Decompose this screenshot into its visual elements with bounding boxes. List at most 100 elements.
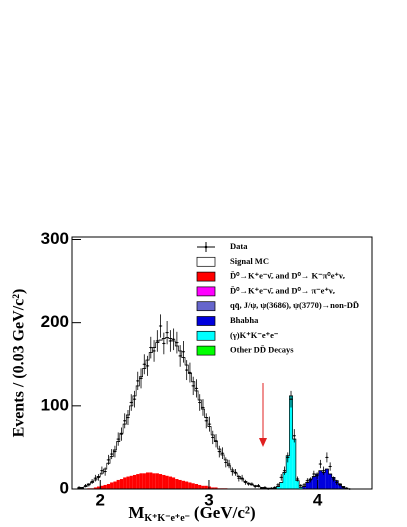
signal-bar [204,417,208,486]
data-marker [179,355,182,357]
data-marker [110,453,113,455]
signal-bar [116,441,120,480]
data-marker [91,480,94,483]
legend-swatch [196,316,216,326]
data-marker [211,436,214,439]
background-bar [214,487,218,489]
background-bar [168,476,172,489]
background-bar [110,482,114,489]
data-marker [104,470,107,473]
background-bar [165,475,169,489]
data-marker [221,452,224,455]
data-marker [100,469,103,472]
data-marker [306,479,309,482]
signal-bar [103,469,107,485]
signal-bar [97,476,101,487]
signal-bar [188,373,192,483]
background-bar [119,479,124,489]
data-marker [175,341,178,344]
background-bar [292,439,296,489]
x-title-unit: (GeV/c²) [194,503,256,522]
background-bar [207,486,212,489]
data-marker [123,419,126,422]
y-tick-label: 300 [41,229,69,248]
data-marker [316,474,319,477]
data-marker [192,384,195,387]
legend-label: Data [230,241,248,251]
data-marker [195,387,198,390]
signal-bar [247,483,251,489]
signal-bar [136,385,140,475]
signal-bar [123,424,127,478]
signal-bar [158,340,163,475]
signal-bar [93,479,97,488]
background-bar [103,484,107,489]
signal-bar [237,476,241,489]
legend-symbol [204,245,208,249]
signal-bar [152,347,156,474]
signal-bar [181,357,186,481]
background-bar [282,472,287,489]
background-bar [211,487,215,489]
legend-label: D̄⁰→K⁺e⁻ν̄ₑ and D⁰→ K⁻π⁰e⁺νₑ [230,271,346,281]
data-marker [342,486,345,489]
signal-bar [201,409,205,486]
legend-label: qq̄, J/ψ, ψ(3686), ψ(3770)→non-DD̄ [230,300,359,310]
background-bar [299,487,303,489]
data-marker [140,377,142,380]
background-bar [149,472,153,489]
signal-bar [106,463,111,485]
background-bar [139,473,143,489]
data-marker [247,483,250,485]
background-bar [204,485,208,489]
data-marker [146,365,149,367]
signal-bar [110,456,114,483]
background-bar [162,474,166,489]
signal-bar [145,360,150,473]
data-marker [319,463,322,465]
data-marker [182,350,185,353]
legend-label: Signal MC [230,256,269,266]
signal-bar [214,441,218,488]
data-marker [97,476,100,479]
data-marker [277,483,279,486]
background-bar [152,473,156,489]
signal-bar [233,473,238,489]
data-marker [250,483,253,485]
background-bar [198,484,202,489]
data-marker [208,423,211,426]
background-bar [289,395,293,489]
data-marker [107,458,110,461]
signal-bar [155,342,159,474]
signal-bar [191,381,195,484]
data-marker [162,342,165,345]
x-tick-label: 3 [204,490,213,509]
data-marker [127,416,129,419]
data-marker [273,486,276,489]
data-marker [228,463,230,465]
data-marker [84,484,87,487]
data-marker [149,346,152,349]
data-marker [143,363,146,366]
data-marker [205,419,208,422]
background-bar [145,472,150,489]
background-bar [123,477,127,489]
data-marker [312,473,315,475]
legend-swatch [196,330,216,341]
background-bar [276,486,280,489]
background-bar [106,484,111,489]
signal-bar [90,482,94,489]
data-marker [215,439,217,442]
y-tick-label: 100 [41,395,69,414]
data-marker [202,406,204,409]
background-bar [175,479,179,489]
data-marker [234,471,237,474]
signal-bar [172,340,176,478]
x-title-main: M [128,503,144,522]
background-bar [155,473,159,489]
signal-bar [217,449,221,489]
data-marker [117,438,120,440]
data-marker [335,481,338,484]
data-marker [325,456,328,459]
plot-frame [71,236,373,490]
